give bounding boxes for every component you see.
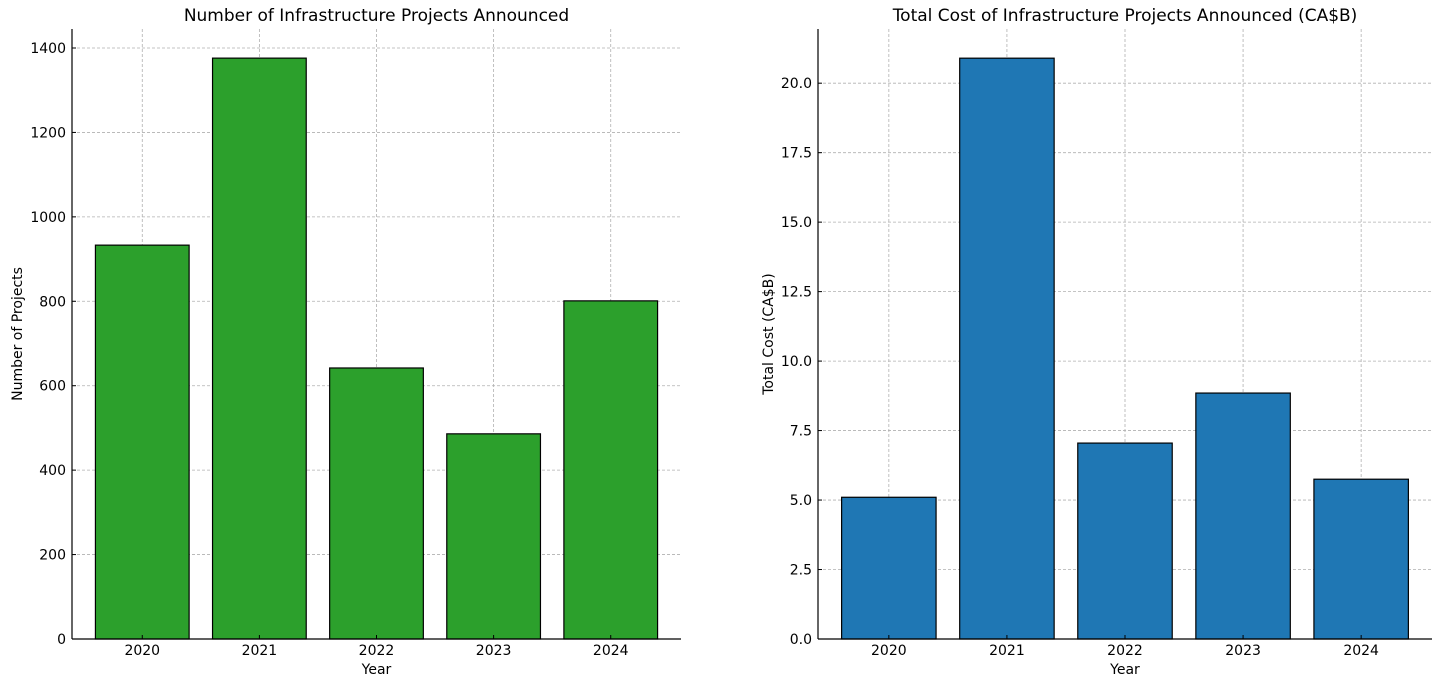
y-tick-label: 0.0 [790, 632, 812, 648]
chart-total-cost: 2020 2021 2022 2023 2024 0.0 2.5 5.0 7.5 10.0 12.5… [761, 6, 1432, 678]
x-tick-label: 2022 [1107, 643, 1143, 659]
x-tick-label: 2020 [124, 643, 160, 659]
y-tick-label: 0 [57, 632, 66, 648]
bar-2021 [959, 57, 1055, 640]
bar-2020 [841, 496, 937, 640]
x-tick-label: 2023 [1225, 643, 1261, 659]
y-tick-label: 1400 [30, 41, 66, 57]
y-axis-label: Number of Projects [10, 267, 26, 401]
y-tick-label: 200 [39, 548, 66, 564]
chart-project-count: 2020 2021 2022 2023 2024 0 200 400 600 800 1000 120… [10, 6, 681, 678]
y-tick-label: 15.0 [781, 215, 812, 231]
y-tick-label: 5.0 [790, 493, 812, 509]
bar-2023 [446, 433, 542, 640]
y-tick-label: 20.0 [781, 76, 812, 92]
x-axis-label: Year [1109, 662, 1140, 678]
bar-2023 [1195, 392, 1291, 640]
y-tick-label: 10.0 [781, 354, 812, 370]
y-tick-label: 1200 [30, 125, 66, 141]
bar-2020 [94, 244, 190, 640]
y-tick-label: 1000 [30, 210, 66, 226]
bars [94, 57, 659, 640]
bar-2024 [1313, 478, 1409, 640]
x-tick-label: 2023 [476, 643, 512, 659]
y-tick-label: 600 [39, 379, 66, 395]
x-tick-label: 2021 [989, 643, 1025, 659]
chart-title: Total Cost of Infrastructure Projects An… [892, 6, 1358, 26]
bar-2024 [563, 300, 659, 640]
chart-title: Number of Infrastructure Projects Announ… [184, 6, 569, 26]
bar-2022 [329, 367, 424, 640]
bars [841, 57, 1409, 640]
y-tick-label: 12.5 [781, 285, 812, 301]
bar-2021 [211, 57, 307, 640]
x-tick-label: 2024 [593, 643, 629, 659]
x-tick-label: 2021 [242, 643, 278, 659]
x-tick-label: 2022 [359, 643, 395, 659]
x-tick-label: 2024 [1343, 643, 1379, 659]
y-axis-label: Total Cost (CA$B) [761, 273, 777, 396]
y-tick-label: 400 [39, 463, 66, 479]
y-tick-label: 7.5 [790, 424, 812, 440]
y-tick-label: 800 [39, 294, 66, 310]
y-tick-label: 17.5 [781, 146, 812, 162]
x-axis-label: Year [361, 662, 392, 678]
x-tick-label: 2020 [871, 643, 907, 659]
bar-2022 [1077, 442, 1173, 640]
y-tick-label: 2.5 [790, 563, 812, 579]
